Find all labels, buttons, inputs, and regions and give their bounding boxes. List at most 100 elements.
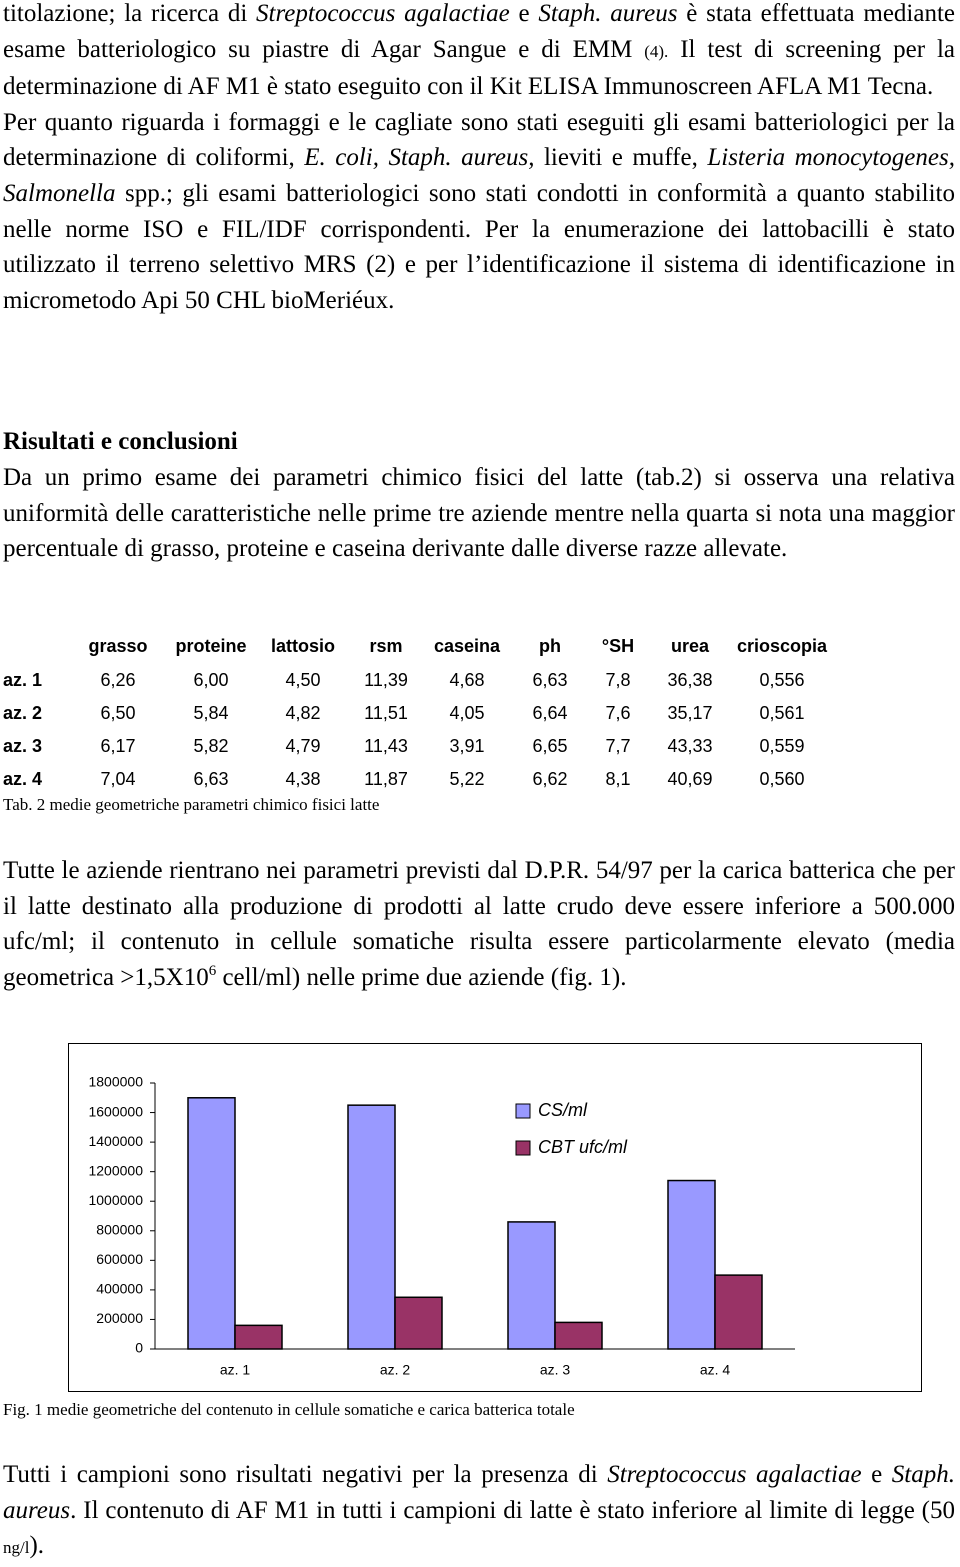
chart: 0 200000 400000 600000 800000 1000000 1200000 1… bbox=[68, 1043, 922, 1392]
column-header: ph bbox=[539, 636, 561, 656]
superscript: 6 bbox=[208, 962, 217, 979]
x-tick-label: az. 3 bbox=[540, 1362, 571, 1378]
row-label: az. 4 bbox=[3, 769, 43, 789]
italic-run: E. coli, Staph. aureus, bbox=[304, 144, 535, 172]
row-label: az. 2 bbox=[3, 703, 43, 723]
table-cell: 11,39 bbox=[364, 670, 408, 690]
y-tick-label: 600000 bbox=[96, 1251, 143, 1267]
y-tick-label: 800000 bbox=[96, 1221, 143, 1237]
table-cell: 6,26 bbox=[100, 670, 136, 690]
paragraph: Da un primo esame dei parametri chimico … bbox=[3, 460, 955, 567]
column-header: lattosio bbox=[270, 636, 336, 656]
legend-label: CBT ufc/ml bbox=[538, 1137, 628, 1157]
y-tick-label: 400000 bbox=[96, 1281, 143, 1297]
table-cell: 6,62 bbox=[532, 769, 568, 789]
column-header: grasso bbox=[88, 636, 148, 656]
small-run: (4). bbox=[644, 41, 669, 61]
data-table: grasso proteine lattosio rsm caseina ph °SH ure… bbox=[0, 628, 860, 798]
table-caption: Tab. 2 medie geometriche parametri chimi… bbox=[3, 795, 380, 814]
text-run: ). bbox=[29, 1532, 45, 1560]
paragraph: titolazione; la ricerca di Streptococcus… bbox=[3, 0, 955, 105]
small-run: ng/l bbox=[3, 1538, 30, 1558]
text-run: Tutti i campioni sono risultati negativi… bbox=[3, 1461, 608, 1488]
table-cell: 7,7 bbox=[605, 736, 631, 756]
table-cell: 6,63 bbox=[193, 769, 229, 789]
table-cell: 35,17 bbox=[667, 703, 713, 723]
column-header: crioscopia bbox=[736, 636, 828, 656]
paragraph: Tutti i campioni sono risultati negativi… bbox=[3, 1457, 955, 1566]
legend-label: CS/ml bbox=[538, 1100, 588, 1120]
table-cell: 8,1 bbox=[605, 769, 631, 789]
column-header: caseina bbox=[433, 636, 501, 656]
bar bbox=[347, 1104, 396, 1350]
y-tick-label: 1200000 bbox=[88, 1162, 143, 1178]
bar bbox=[714, 1274, 763, 1350]
bar bbox=[667, 1179, 716, 1350]
y-tick-label: 1800000 bbox=[88, 1074, 143, 1090]
table-cell: 5,22 bbox=[449, 769, 485, 789]
text-run: e bbox=[861, 1461, 892, 1488]
column-header: °SH bbox=[601, 636, 635, 656]
paragraph: Per quanto riguarda i formaggi e le cagl… bbox=[3, 105, 955, 319]
table-cell: 7,6 bbox=[605, 703, 631, 723]
bar bbox=[234, 1324, 283, 1350]
legend-swatch bbox=[515, 1140, 531, 1156]
x-tick-label: az. 4 bbox=[700, 1362, 731, 1378]
results-text: Da un primo esame dei parametri chimico … bbox=[3, 460, 955, 567]
somatic-text: Tutte le aziende rientrano nei parametri… bbox=[3, 853, 955, 995]
text-run: spp.; gli esami batteriologici sono stat… bbox=[3, 179, 955, 314]
text-run: cell/ml) nelle prime due aziende (fig. 1… bbox=[216, 963, 627, 991]
table-cell: 0,560 bbox=[759, 769, 805, 789]
italic-run: Staph. aureus bbox=[3, 1461, 955, 1524]
column-header: proteine bbox=[175, 636, 247, 656]
table-cell: 36,38 bbox=[667, 670, 713, 690]
italic-run: Staph. aureus bbox=[538, 0, 678, 27]
x-tick-label: az. 2 bbox=[380, 1362, 411, 1378]
y-tick-label: 200000 bbox=[96, 1310, 143, 1326]
table-cell: 11,87 bbox=[364, 769, 408, 789]
y-tick-label: 1400000 bbox=[88, 1133, 143, 1149]
table-cell: 40,69 bbox=[667, 769, 713, 789]
table-cell: 11,51 bbox=[364, 703, 408, 723]
table-cell: 3,91 bbox=[449, 736, 485, 756]
legend-swatch bbox=[515, 1103, 531, 1119]
paragraph: Tutte le aziende rientrano nei parametri… bbox=[3, 853, 955, 995]
y-tick-label: 1000000 bbox=[88, 1192, 143, 1208]
bar bbox=[554, 1321, 603, 1350]
table-cell: 5,82 bbox=[193, 736, 229, 756]
table-cell: 5,84 bbox=[193, 703, 229, 723]
table-cell: 0,561 bbox=[759, 703, 805, 723]
table-cell: 0,556 bbox=[759, 670, 805, 690]
italic-run: Listeria monocytogenes, Salmonella bbox=[3, 144, 955, 207]
text-run: . Il contenuto di AF M1 in tutti i campi… bbox=[70, 1496, 955, 1524]
text-run: è stata effettuata mediante esame batter… bbox=[3, 0, 955, 63]
table-cell: 4,50 bbox=[285, 670, 321, 690]
italic-run: Streptococcus agalactiae bbox=[256, 0, 510, 27]
column-header: urea bbox=[670, 636, 710, 656]
legend-box bbox=[507, 1092, 649, 1166]
table-cell: 4,68 bbox=[449, 670, 485, 690]
table-cell: 4,82 bbox=[285, 703, 321, 723]
text-run: Da un primo esame dei parametri chimico … bbox=[3, 464, 955, 563]
text-run: Il test di screening per la determinazio… bbox=[3, 35, 955, 101]
table-cell: 43,33 bbox=[667, 736, 713, 756]
x-tick-label: az. 1 bbox=[220, 1362, 251, 1378]
text-run: lieviti e muffe, bbox=[534, 144, 708, 172]
table-cell: 7,04 bbox=[100, 769, 136, 789]
table-cell: 4,79 bbox=[285, 736, 321, 756]
column-header: rsm bbox=[369, 636, 403, 656]
table-cell: 6,17 bbox=[100, 736, 136, 756]
table-cell: 0,559 bbox=[759, 736, 805, 756]
table-cell: 6,65 bbox=[532, 736, 568, 756]
y-tick-label: 1600000 bbox=[88, 1103, 143, 1119]
bar bbox=[187, 1097, 236, 1350]
table-cell: 6,63 bbox=[532, 670, 568, 690]
table-cell: 6,50 bbox=[100, 703, 136, 723]
text-run: Per quanto riguarda i formaggi e le cagl… bbox=[3, 108, 955, 172]
section-heading: Risultati e conclusioni bbox=[3, 428, 238, 455]
closing-text: Tutti i campioni sono risultati negativi… bbox=[3, 1457, 955, 1566]
table-cell: 6,64 bbox=[532, 703, 568, 723]
text-run: Tutte le aziende rientrano nei parametri… bbox=[3, 857, 955, 991]
row-label: az. 1 bbox=[3, 670, 43, 690]
